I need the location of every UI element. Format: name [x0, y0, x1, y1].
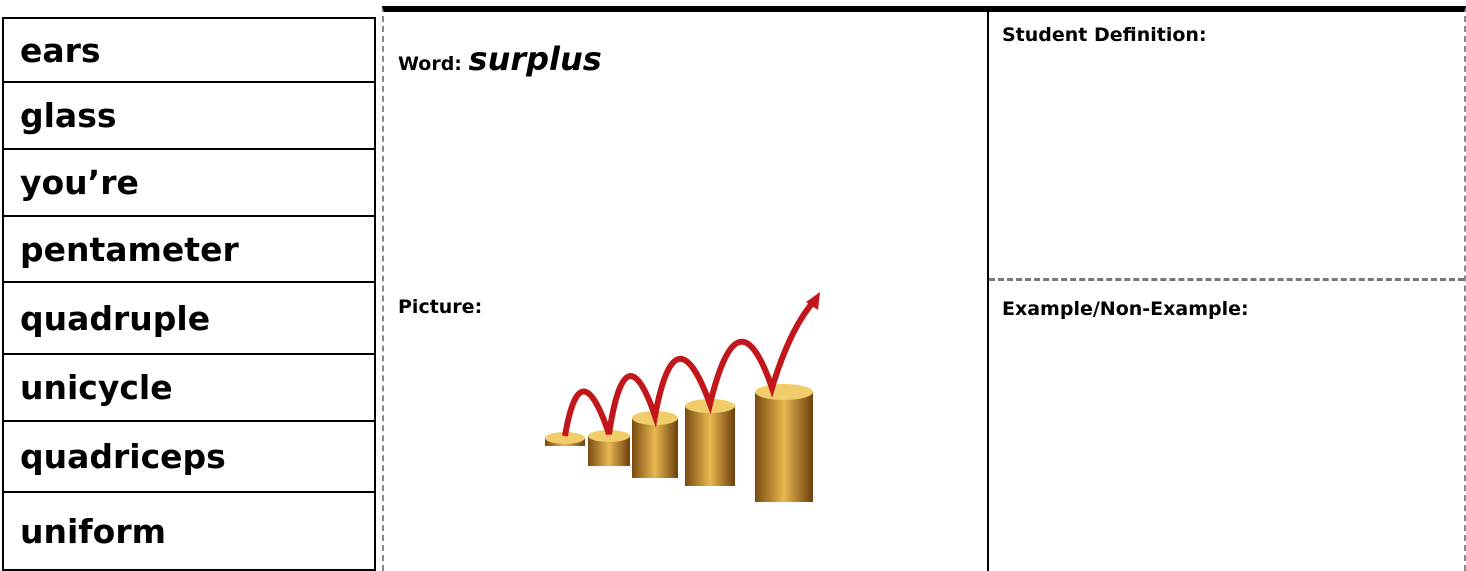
page: earsglassyou’repentameterquadrupleunicyc…: [0, 0, 1466, 571]
word-item: quadruple: [2, 283, 376, 355]
word-item: uniform: [2, 493, 376, 571]
surplus-picture: [510, 288, 830, 548]
word-item: quadriceps: [2, 422, 376, 493]
word-label-row: Word: surplus: [398, 40, 602, 78]
example-label: Example/Non-Example:: [1002, 298, 1249, 320]
word-item: pentameter: [2, 217, 376, 283]
picture-label: Picture:: [398, 296, 482, 318]
word-item: unicycle: [2, 355, 376, 422]
word-item: ears: [2, 17, 376, 83]
middle-divider: [989, 278, 1464, 281]
center-divider: [987, 12, 989, 571]
definition-label: Student Definition:: [1002, 24, 1207, 46]
word-label: Word:: [398, 53, 462, 75]
coins: [545, 384, 813, 502]
word: surplus: [469, 40, 602, 78]
word-item: glass: [2, 83, 376, 150]
word-item: you’re: [2, 150, 376, 217]
